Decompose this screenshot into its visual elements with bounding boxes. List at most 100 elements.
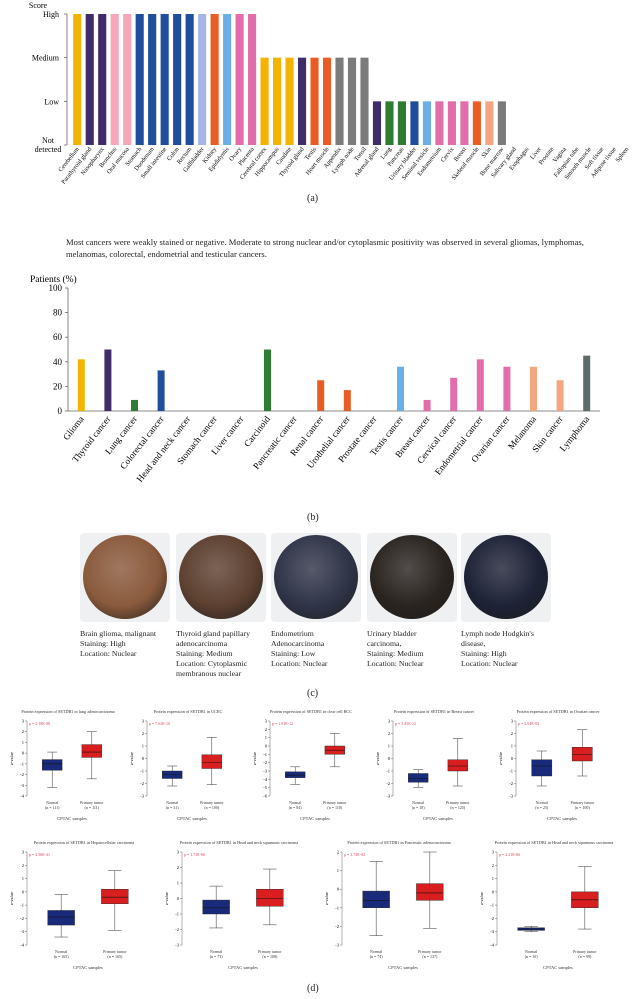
box [47, 910, 75, 926]
y-tick-label: -4 [20, 794, 24, 799]
y-tick-label: 0 [22, 889, 25, 894]
y-tick-label: 3 [22, 850, 25, 855]
y-axis-title: Patients (%) [30, 274, 77, 285]
y-axis-title: z-value [9, 892, 14, 905]
y-tick-label: -3 [175, 943, 179, 948]
group-n: (n = 165) [53, 954, 69, 959]
y-tick-label: 0 [511, 756, 514, 761]
group-n: (n = 165) [107, 954, 123, 959]
tissue-micrograph [367, 533, 457, 622]
box [201, 754, 222, 769]
bar [98, 14, 107, 145]
bar [73, 14, 82, 145]
boxplot-svg: -3 -2 -1 0 1 2 3 z-value [129, 719, 222, 799]
y-tick-label: -4 [20, 943, 24, 948]
boxplot-svg: -4 -3 -2 -1 0 1 2 3 z-value [479, 850, 599, 948]
tissue-caption-line: Lymph node Hodgkin's [461, 629, 534, 638]
y-tick-label: 3 [511, 719, 514, 724]
group-n: (n = 31) [165, 805, 179, 810]
y-tick-label: -3 [386, 794, 390, 799]
group-name: Primary tumor [323, 800, 347, 805]
panel-label-a: (a) [307, 193, 319, 204]
group-name: Primary tumor [80, 800, 104, 805]
boxplot-svg: -6 -5 -4 -3 -2 -1 0 1 2 3 z-value [252, 719, 345, 799]
y-tick-label: 2 [492, 863, 494, 868]
group-name: Primary tumor [258, 949, 282, 954]
p-value: p = 3.73E-02 [344, 852, 366, 857]
y-tick-label: 1 [142, 744, 144, 749]
tissue-core [464, 535, 548, 619]
y-tick-label: 3 [142, 719, 145, 724]
bar [472, 101, 481, 145]
y-tick-label: -2 [20, 916, 24, 921]
group-label: Normal (n = 84) [273, 800, 317, 810]
tissue-caption-line: Staining: High [80, 639, 126, 648]
group-label: Normal (n = 10) [509, 949, 553, 959]
bar [157, 370, 165, 411]
y-tick-label: High [43, 10, 59, 19]
bar [104, 349, 112, 411]
y-tick-label: 1 [388, 744, 390, 749]
y-tick-label: 100 [49, 283, 63, 293]
y-tick-label: -2 [335, 924, 339, 929]
group-name: Primary tumor [446, 800, 470, 805]
summary-text: Most cancers were weakly stained or nega… [66, 237, 584, 259]
group-label: Normal (n = 71) [194, 949, 238, 959]
y-tick-label: -1 [386, 769, 390, 774]
y-tick-label: 0 [22, 751, 25, 756]
tissue-core [83, 535, 167, 619]
bar [422, 101, 431, 145]
group-n: (n = 100) [574, 805, 590, 810]
box [285, 771, 306, 778]
y-tick-label: -1 [20, 903, 24, 908]
bar [397, 366, 404, 411]
group-n: (n = 84) [288, 805, 302, 810]
group-label: Normal (n = 31) [150, 800, 194, 810]
y-tick-label: 2 [22, 729, 24, 734]
y-tick-label: 2 [265, 727, 267, 732]
y-tick-label: 0 [177, 896, 180, 901]
boxplot-svg: -3 -2 -1 0 1 2 3 z-value [164, 850, 284, 948]
group-n: (n = 71) [209, 954, 223, 959]
y-tick-label: -3 [140, 794, 144, 799]
y-axis-title: z-value [479, 892, 484, 905]
boxplot-svg: -3 -2 -1 0 1 2 3 z-value [498, 719, 593, 799]
y-tick-label: 1 [337, 868, 339, 873]
bar [485, 101, 494, 145]
y-tick-label: -1 [20, 761, 24, 766]
boxplot-panel: Protein expression of SETDB1 in Ovarian … [494, 707, 614, 832]
group-n: (n = 18) [411, 805, 425, 810]
y-tick-label: 1 [22, 876, 24, 881]
tissue-caption: Endometrium Adenocarcinoma Staining: Low Lo… [271, 629, 367, 669]
bar [497, 101, 506, 145]
y-tick-label: 0 [58, 406, 63, 416]
tissue-caption-line: Brain glioma, malignant [80, 629, 157, 638]
bar [85, 14, 94, 145]
tissue-caption-line: membranous nuclear [176, 669, 242, 678]
tissue-caption-line: Urinary bladder [367, 629, 417, 638]
y-tick-label: 2 [388, 731, 390, 736]
bar [173, 14, 182, 145]
group-label: Primary tumor (n = 100) [190, 800, 234, 810]
group-name: Normal [412, 800, 425, 805]
x-axis-title: CPTAC samples [73, 965, 103, 970]
y-axis-title: z-value [252, 752, 257, 765]
group-name: Normal [525, 949, 538, 954]
p-value: p = 1.91E-12 [272, 721, 294, 726]
y-tick-label: 1 [22, 740, 24, 745]
box [416, 883, 444, 901]
tissue-caption-line: adenocarcinoma [176, 639, 228, 648]
bar [385, 101, 394, 145]
group-name: Primary tumor [570, 800, 594, 805]
group-name: Normal [370, 949, 383, 954]
tissue-core [179, 535, 263, 619]
x-tick-label: Cervix [439, 145, 456, 163]
y-tick-label: -2 [20, 772, 24, 777]
boxplot-title: Protein expression of SETDB1 in lung ade… [21, 709, 115, 714]
bar [435, 101, 444, 145]
bar [297, 57, 307, 145]
boxplot-panel: Protein expression of SETDB1 in UCEC p = … [125, 707, 243, 832]
y-axis-title: z-value [375, 752, 380, 765]
p-value: p = 3.04E-03 [518, 721, 540, 726]
tissue-caption-line: disease, [461, 639, 486, 648]
